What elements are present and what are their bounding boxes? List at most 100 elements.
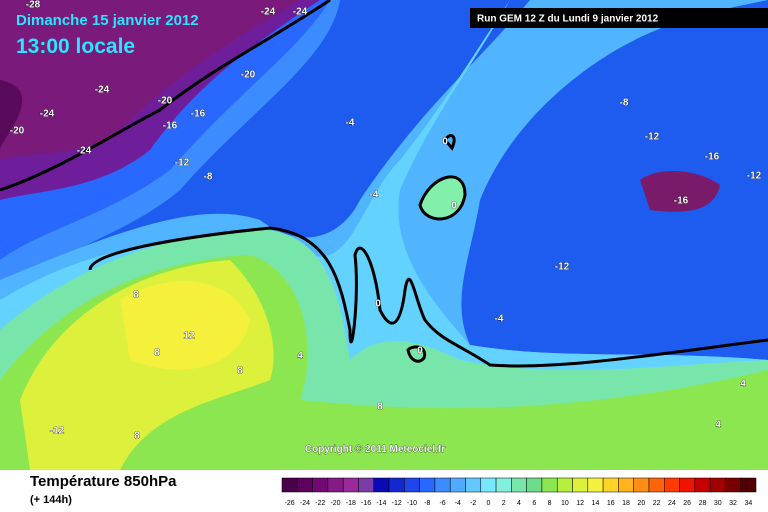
run-box	[470, 8, 768, 28]
legend-label: 24	[668, 500, 676, 507]
contour-label: 0	[375, 299, 381, 310]
legend-swatch	[511, 477, 527, 493]
legend-label: 10	[561, 500, 569, 507]
contour-line	[443, 134, 456, 151]
contour-label: -4	[346, 118, 355, 129]
legend-swatch	[633, 477, 650, 493]
legend-swatch	[419, 477, 436, 493]
very-cold-zone	[0, 0, 300, 160]
forecast-time: 13:00 locale	[16, 35, 135, 58]
contour-label: 8	[134, 431, 140, 442]
contour-label: -12	[645, 132, 660, 143]
legend-swatch	[327, 477, 344, 493]
legend-swatch	[740, 477, 757, 493]
legend-label: 18	[622, 500, 630, 507]
legend-swatch	[312, 477, 329, 493]
legend-swatch	[526, 477, 543, 493]
contour-label: -24	[95, 85, 110, 96]
legend-swatch	[664, 477, 680, 493]
legend-swatch	[541, 477, 558, 493]
legend-label: 16	[607, 500, 615, 507]
contour-label: -24	[40, 109, 55, 120]
contour-label: 8	[133, 290, 139, 301]
legend-swatch	[342, 477, 359, 493]
legend-label: -24	[300, 500, 310, 507]
legend-label: -10	[407, 500, 417, 507]
contour-line	[418, 175, 467, 221]
very-cold-zone	[0, 80, 23, 150]
legend-label: 0	[486, 500, 490, 507]
legend-label: 28	[699, 500, 707, 507]
contour-label: 8	[154, 348, 160, 359]
legend-swatch	[465, 477, 482, 493]
very-cold-zone	[640, 170, 720, 212]
legend-label: 6	[532, 500, 536, 507]
legend-swatch	[404, 477, 420, 493]
legend-label: 14	[592, 500, 600, 507]
contour-label: 4	[297, 351, 303, 362]
contour-label: 0	[451, 201, 457, 212]
contour-label: 4	[715, 420, 721, 431]
footer-title: Température 850hPa	[30, 473, 177, 490]
legend-swatch	[709, 477, 726, 493]
contour-label: 0	[442, 137, 448, 148]
contour-label: -20	[10, 126, 25, 137]
contour-label: -12	[50, 426, 65, 437]
legend-swatch	[495, 477, 512, 493]
legend-swatch	[679, 477, 696, 493]
contour-label: -4	[370, 190, 379, 201]
run-info: Run GEM 12 Z du Lundi 9 janvier 2012	[477, 14, 659, 25]
legend-swatch	[358, 477, 374, 493]
contour-label: -16	[163, 121, 178, 132]
legend-label: -26	[285, 500, 295, 507]
legend-swatch	[373, 477, 390, 493]
legend-swatch	[281, 477, 298, 493]
contour-label: -12	[175, 158, 190, 169]
legend-label: 8	[548, 500, 552, 507]
legend-label: 2	[502, 500, 506, 507]
legend-label: 32	[729, 500, 737, 507]
legend-label: -14	[376, 500, 386, 507]
legend-label: -22	[315, 500, 325, 507]
contour-label: -24	[261, 7, 276, 18]
legend-label: 4	[517, 500, 521, 507]
contour-line	[88, 226, 768, 368]
contour-label: 12	[183, 331, 195, 342]
legend-label: -2	[470, 500, 476, 507]
legend-swatch	[556, 477, 573, 493]
contour-line	[0, 0, 331, 192]
legend-swatch	[618, 477, 634, 493]
warm-zone	[120, 281, 250, 370]
legend-label: -8	[424, 500, 430, 507]
contour-label: 4	[740, 379, 746, 390]
contour-label: -12	[555, 262, 570, 273]
contour-label: -16	[705, 152, 720, 163]
legend-label: -18	[346, 500, 356, 507]
legend-swatch	[587, 477, 604, 493]
contour-label: -20	[241, 70, 256, 81]
legend-swatch	[297, 477, 313, 493]
legend-label: 26	[683, 500, 691, 507]
mild-zone	[420, 175, 466, 219]
contour-label: -28	[26, 0, 41, 11]
contour-label: -24	[77, 146, 92, 157]
contour-label: -16	[674, 196, 689, 207]
contour-label: 0	[417, 346, 423, 357]
contour-label: -16	[191, 109, 206, 120]
legend-label: 22	[653, 500, 661, 507]
forecast-date: Dimanche 15 janvier 2012	[16, 12, 199, 29]
legend-swatch	[602, 477, 619, 493]
contour-label: -20	[158, 96, 173, 107]
contour-label: 8	[377, 402, 383, 413]
footer-subtitle: (+ 144h)	[30, 494, 72, 506]
contour-labels: -28 -24 -24 -24 -20 -20 -24 -16 -16 -20 -24 -12 -8 -4…	[9, 0, 761, 442]
legend-label: -20	[330, 500, 340, 507]
legend-label: -12	[392, 500, 402, 507]
legend-label: 20	[637, 500, 645, 507]
legend-swatch	[434, 477, 451, 493]
contour-label: -8	[204, 172, 213, 183]
copyright: Copyright © 2011 Meteociel.fr	[305, 444, 445, 455]
legend-label: 34	[744, 500, 752, 507]
legend-swatch	[648, 477, 665, 493]
